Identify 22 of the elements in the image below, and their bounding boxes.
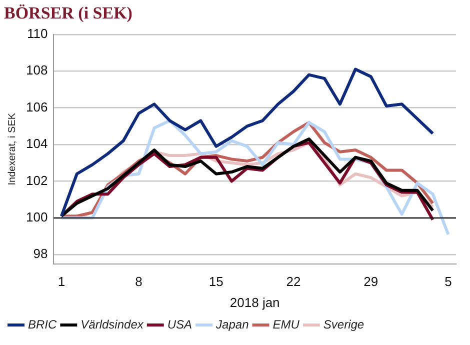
- legend-label: Japan: [215, 317, 250, 332]
- x-tick-label: 22: [286, 274, 301, 290]
- y-axis-title: Indexerat, i SEK: [6, 112, 18, 186]
- x-axis-title: 2018 jan: [230, 294, 280, 310]
- y-tick-label: 110: [26, 26, 48, 41]
- x-tick-label: 29: [364, 274, 378, 290]
- legend-label: Världsindex: [80, 317, 144, 332]
- x-tick-label: 1: [58, 274, 66, 290]
- y-tick-label: 108: [26, 62, 48, 78]
- legend-label: Sverige: [323, 317, 364, 332]
- x-tick-label: 15: [208, 274, 224, 290]
- y-tick-label: 100: [26, 210, 48, 224]
- y-tick-label: 106: [26, 99, 48, 114]
- x-tick-label: 5: [444, 274, 452, 290]
- y-tick-label: 98: [33, 246, 48, 262]
- legend-label: BRIC: [28, 317, 58, 332]
- legend-label: EMU: [272, 317, 300, 332]
- legend-label: USA: [167, 317, 192, 332]
- x-tick-label: 8: [135, 274, 142, 290]
- y-tick-label: 102: [26, 172, 48, 188]
- chart-title: BÖRSER (i SEK): [4, 4, 132, 23]
- y-tick-label: 104: [26, 136, 48, 152]
